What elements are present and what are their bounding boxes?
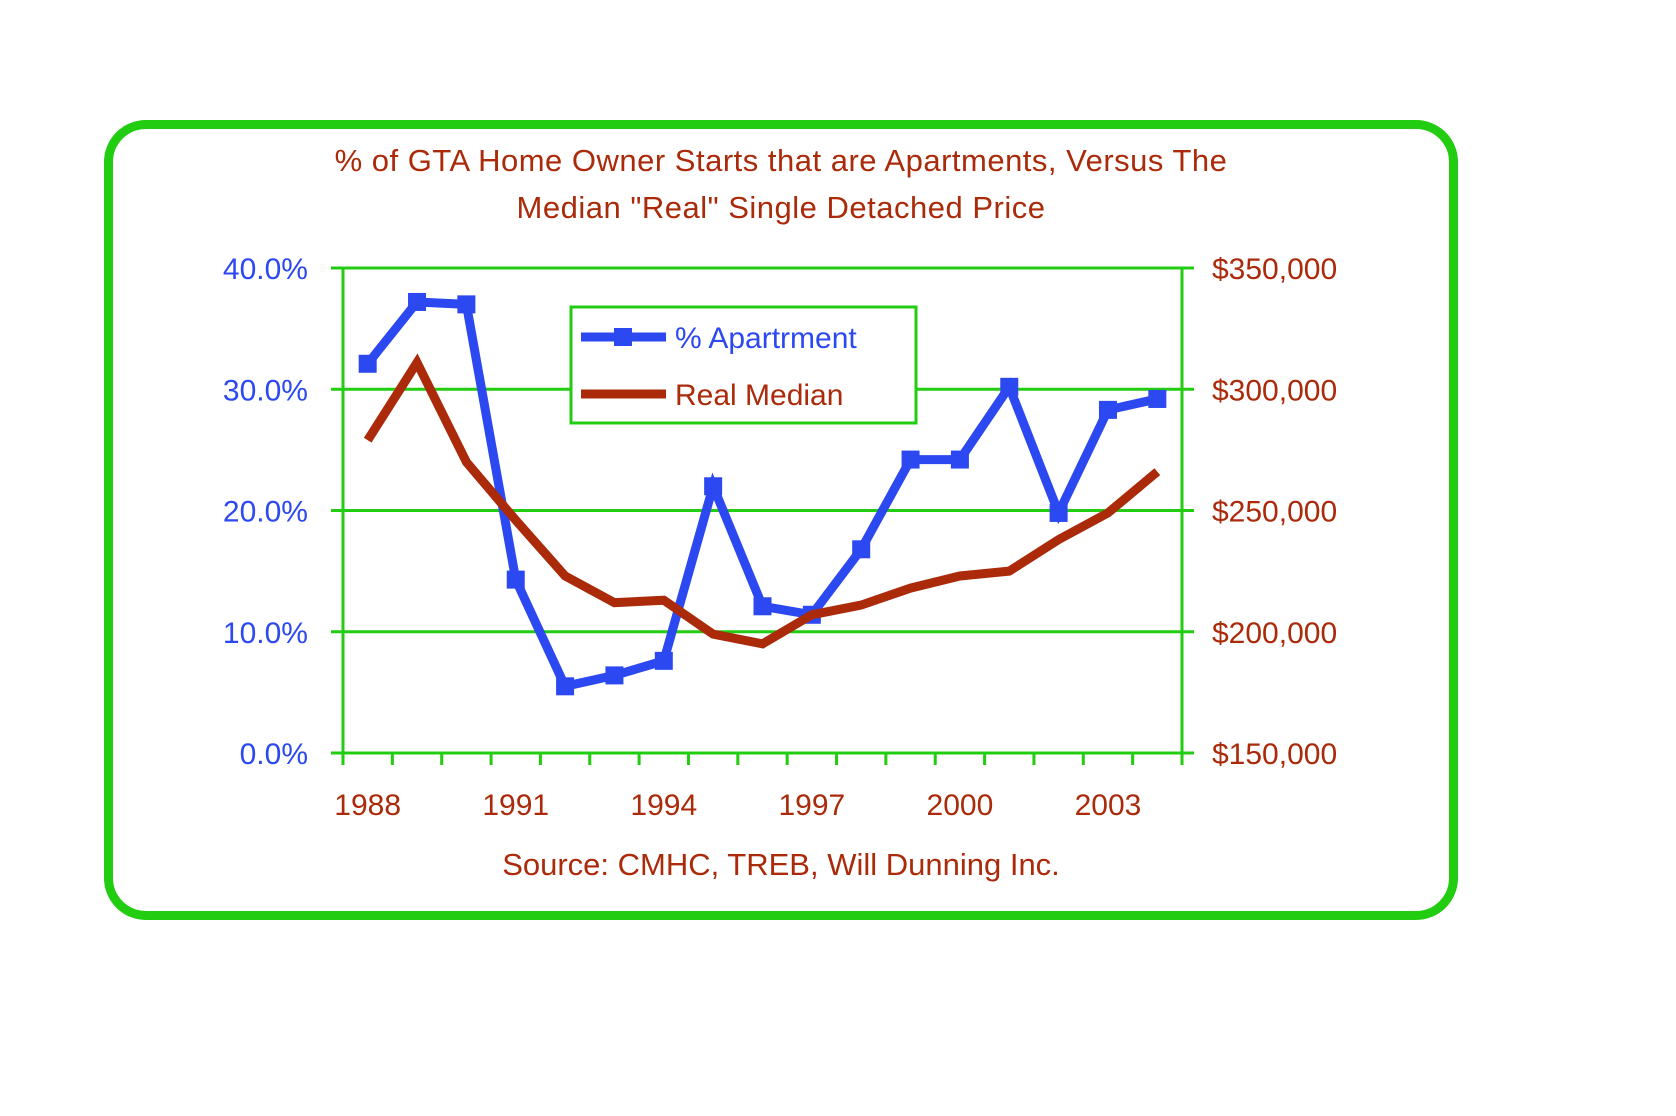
y-left-tick-label: 10.0% — [223, 617, 308, 650]
legend-label: % Apartrment — [675, 322, 857, 355]
y-right-tick-label: $350,000 — [1212, 253, 1337, 286]
data-point-apartment — [556, 677, 575, 696]
data-point-apartment — [1098, 400, 1117, 419]
x-tick-label: 2003 — [1075, 789, 1142, 822]
data-point-apartment — [950, 450, 969, 469]
data-point-apartment — [1000, 377, 1019, 396]
x-tick-label: 1994 — [630, 789, 697, 822]
data-point-apartment — [852, 540, 871, 559]
data-point-apartment — [704, 477, 723, 496]
y-left-tick-label: 0.0% — [240, 738, 308, 771]
chart-source: Source: CMHC, TREB, Will Dunning Inc. — [502, 847, 1060, 882]
data-point-apartment — [408, 292, 427, 311]
y-right-tick-label: $150,000 — [1212, 738, 1337, 771]
data-point-apartment — [605, 666, 624, 685]
data-point-apartment — [654, 651, 673, 670]
y-right-tick-label: $200,000 — [1212, 617, 1337, 650]
x-tick-label: 1997 — [778, 789, 845, 822]
data-point-apartment — [1049, 503, 1068, 522]
x-tick-label: 1988 — [334, 789, 401, 822]
data-point-apartment — [457, 295, 476, 314]
data-point-apartment — [358, 354, 377, 373]
chart-title-line-2: Median "Real" Single Detached Price — [516, 190, 1046, 225]
x-tick-label: 2000 — [927, 789, 994, 822]
legend-box — [569, 305, 918, 425]
legend-marker — [614, 328, 632, 346]
y-left-tick-label: 30.0% — [223, 374, 308, 407]
y-right-tick-label: $300,000 — [1212, 374, 1337, 407]
chart-frame — [104, 120, 1458, 920]
y-left-tick-label: 40.0% — [223, 253, 308, 286]
y-left-tick-label: 20.0% — [223, 496, 308, 529]
data-point-apartment — [901, 450, 920, 469]
series-line-real-median — [363, 353, 1161, 649]
chart-title-line-1: % of GTA Home Owner Starts that are Apar… — [334, 143, 1228, 178]
x-tick-label: 1991 — [482, 789, 549, 822]
legend-label: Real Median — [675, 379, 843, 412]
y-right-tick-label: $250,000 — [1212, 496, 1337, 529]
data-point-apartment — [1148, 389, 1167, 408]
data-point-apartment — [506, 570, 525, 589]
data-point-apartment — [753, 597, 772, 616]
